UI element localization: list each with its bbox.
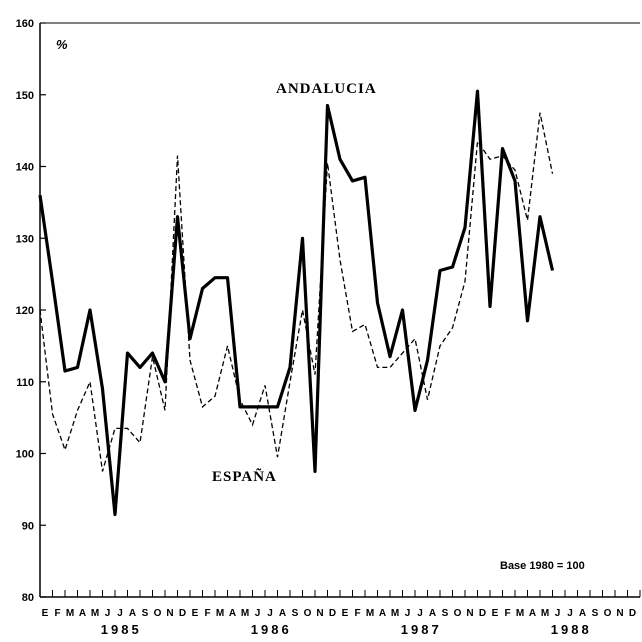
y-tick-label: 140 bbox=[16, 162, 34, 174]
series-line-espana bbox=[39, 112, 554, 472]
month-label: S bbox=[592, 608, 599, 619]
month-label: J bbox=[417, 608, 423, 619]
y-axis: 80 90 100 110 120 130 140 150 160 bbox=[16, 18, 46, 604]
month-label: E bbox=[342, 608, 349, 619]
series-line-andalucia bbox=[38, 89, 555, 517]
month-label: A bbox=[529, 608, 537, 619]
month-label: M bbox=[216, 608, 225, 619]
month-label: A bbox=[429, 608, 437, 619]
month-label: D bbox=[179, 608, 187, 619]
month-label: J bbox=[105, 608, 111, 619]
y-tick-label: 120 bbox=[16, 305, 34, 317]
month-label: S bbox=[292, 608, 299, 619]
year-label: 1988 bbox=[551, 622, 592, 637]
month-label: A bbox=[279, 608, 287, 619]
month-label: M bbox=[366, 608, 375, 619]
y-tick-label: 160 bbox=[16, 18, 34, 30]
y-tick-label: 150 bbox=[16, 90, 34, 102]
y-tick-label: 90 bbox=[22, 520, 34, 532]
month-label: S bbox=[442, 608, 449, 619]
month-label: D bbox=[329, 608, 337, 619]
month-label: J bbox=[555, 608, 561, 619]
month-label: M bbox=[541, 608, 550, 619]
base-note: Base 1980 = 100 bbox=[500, 560, 585, 572]
month-label: A bbox=[229, 608, 237, 619]
month-label: M bbox=[391, 608, 400, 619]
y-tick-label: 110 bbox=[16, 377, 34, 389]
month-label: S bbox=[142, 608, 149, 619]
month-label: F bbox=[354, 608, 361, 619]
month-label: D bbox=[629, 608, 637, 619]
year-label: 1985 bbox=[101, 622, 142, 637]
month-label: J bbox=[567, 608, 573, 619]
month-label: N bbox=[616, 608, 624, 619]
month-label: O bbox=[604, 608, 612, 619]
month-label: M bbox=[66, 608, 75, 619]
month-label: E bbox=[192, 608, 199, 619]
month-label: F bbox=[504, 608, 511, 619]
plot-frame bbox=[39, 22, 640, 598]
month-label: E bbox=[42, 608, 49, 619]
month-label: J bbox=[117, 608, 123, 619]
year-label: 1986 bbox=[251, 622, 292, 637]
month-label: E bbox=[492, 608, 499, 619]
month-label: A bbox=[379, 608, 387, 619]
series-label-andalucia: ANDALUCIA bbox=[276, 81, 377, 97]
month-label: J bbox=[255, 608, 261, 619]
month-label: J bbox=[267, 608, 273, 619]
month-label: N bbox=[166, 608, 174, 619]
month-label: M bbox=[241, 608, 250, 619]
month-label: O bbox=[154, 608, 162, 619]
month-label: F bbox=[54, 608, 61, 619]
month-label: A bbox=[79, 608, 87, 619]
month-label: A bbox=[579, 608, 587, 619]
month-label: O bbox=[454, 608, 462, 619]
month-label: M bbox=[516, 608, 525, 619]
month-label: A bbox=[129, 608, 137, 619]
year-label: 1987 bbox=[401, 622, 442, 637]
month-label: N bbox=[316, 608, 324, 619]
y-tick-label: 130 bbox=[16, 233, 34, 245]
y-tick-label: 100 bbox=[16, 449, 34, 461]
month-label: M bbox=[91, 608, 100, 619]
series-lines bbox=[38, 89, 555, 517]
month-label: O bbox=[304, 608, 312, 619]
month-label: N bbox=[466, 608, 474, 619]
month-label: J bbox=[405, 608, 411, 619]
month-label: F bbox=[204, 608, 211, 619]
y-tick-label: 80 bbox=[22, 592, 34, 604]
y-axis-unit-label: % bbox=[56, 37, 68, 52]
month-label: D bbox=[479, 608, 487, 619]
series-label-espana: ESPAÑA bbox=[212, 467, 277, 485]
